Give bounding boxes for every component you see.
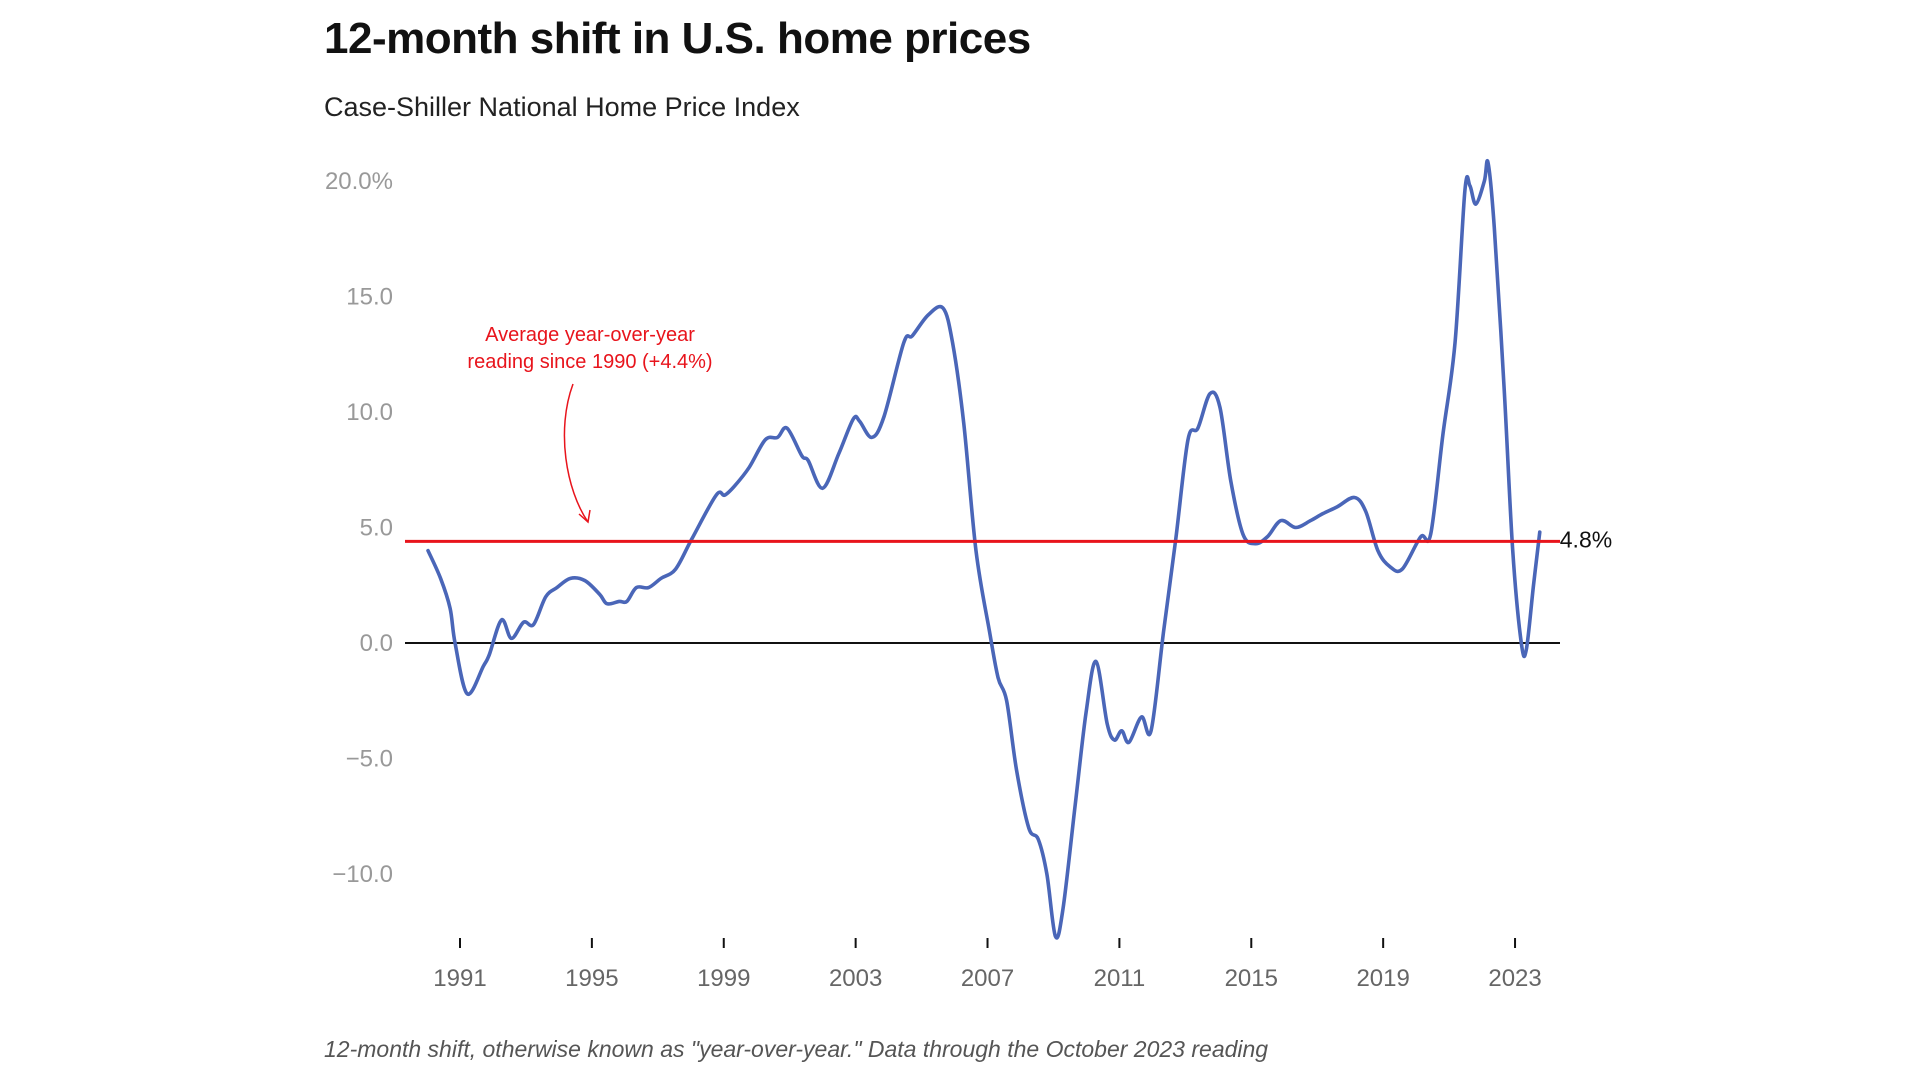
x-tick-label: 1999 bbox=[697, 965, 750, 992]
y-tick-label: 20.0% bbox=[325, 168, 393, 195]
series-line bbox=[426, 159, 1542, 940]
x-tick-label: 2011 bbox=[1094, 965, 1146, 992]
annotation-arrow bbox=[563, 383, 589, 523]
annotation-line-2: reading since 1990 (+4.4%) bbox=[467, 351, 712, 373]
y-tick-label: 15.0 bbox=[346, 284, 393, 311]
y-tick-label: 0.0 bbox=[360, 630, 393, 657]
x-tick-label: 1995 bbox=[565, 965, 618, 992]
chart-title: 12-month shift in U.S. home prices bbox=[324, 14, 1031, 63]
end-value-label: 4.8% bbox=[1560, 526, 1612, 552]
x-tick-label: 2019 bbox=[1356, 965, 1409, 992]
y-axis: 20.0% 15.0 10.0 5.0 0.0 −5.0 −10.0 bbox=[325, 168, 393, 888]
x-tick-label: 2015 bbox=[1225, 965, 1278, 992]
x-axis: 1991 1995 1999 2003 2007 2011 2015 2019 2023 bbox=[433, 938, 1542, 992]
x-tick-label: 2007 bbox=[961, 965, 1014, 992]
y-tick-label: 5.0 bbox=[360, 515, 393, 542]
chart-subtitle: Case-Shiller National Home Price Index bbox=[324, 92, 800, 122]
x-tick-label: 1991 bbox=[433, 965, 486, 992]
annotation-arrowhead bbox=[578, 509, 591, 524]
chart-footnote: 12-month shift, otherwise known as "year… bbox=[324, 1036, 1269, 1062]
y-tick-label: −10.0 bbox=[332, 861, 393, 888]
y-tick-label: −5.0 bbox=[346, 746, 393, 773]
annotation-line-1: Average year-over-year bbox=[485, 324, 695, 346]
x-tick-label: 2023 bbox=[1488, 965, 1541, 992]
y-tick-label: 10.0 bbox=[346, 399, 393, 426]
x-tick-label: 2003 bbox=[829, 965, 882, 992]
